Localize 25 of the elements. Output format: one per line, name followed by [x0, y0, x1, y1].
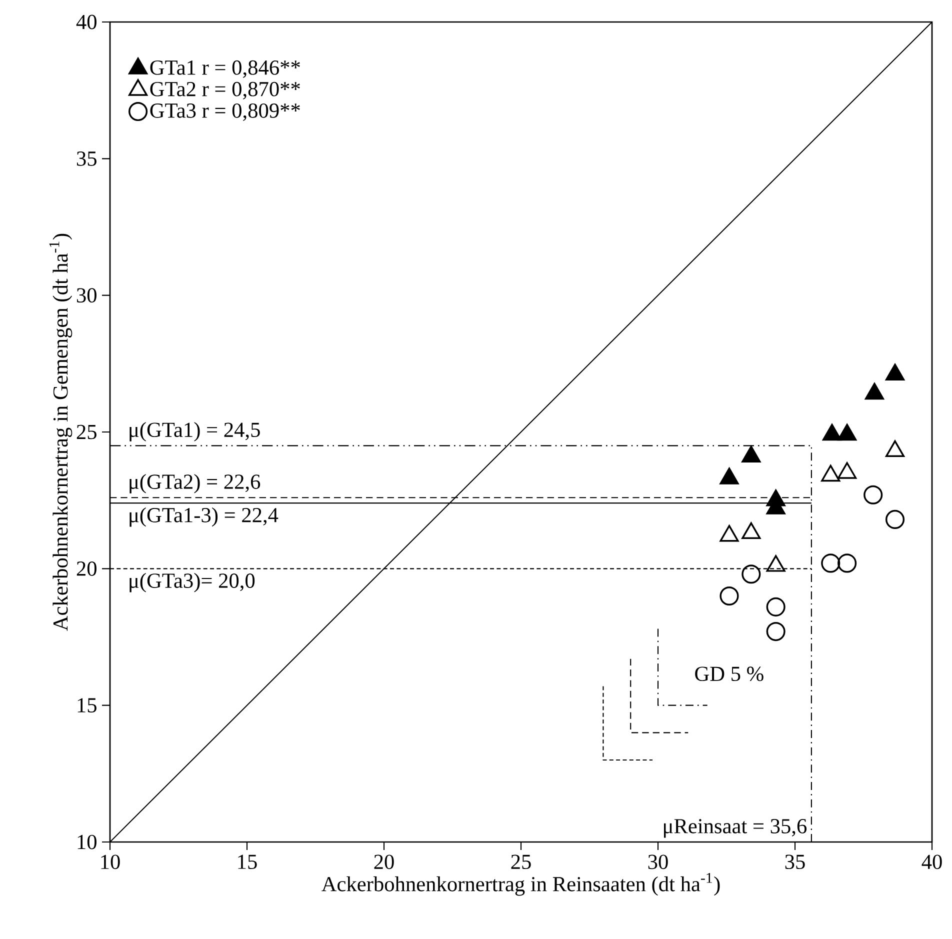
ref-line-label: μReinsaat = 35,6: [664, 819, 807, 838]
y-tick-label: 30: [76, 288, 96, 303]
x-tick-label: 20: [374, 854, 394, 870]
y-axis-title: Ackerbohnenkornertrag in Gemengen (dt ha$^{-1}$): [49, 234, 72, 631]
y-tick-label: 35: [76, 152, 96, 166]
y-tick-label: 25: [76, 424, 96, 440]
legend-label: GTa3 r = 0,809**: [150, 103, 300, 121]
x-tick-label: 15: [238, 854, 257, 870]
x-tick-label: 35: [785, 854, 805, 870]
ref-line-label: μ(GTa1-3) = 22,4: [130, 507, 278, 527]
legend-label: GTa2 r = 0,870**: [150, 82, 300, 100]
ref-line-label: μ(GTa1) = 24,5: [130, 422, 260, 442]
x-tick-label: 30: [648, 854, 668, 870]
legend-label: GTa1 r = 0,846**: [150, 60, 300, 78]
y-tick-label: 15: [78, 698, 96, 712]
y-tick-label: 20: [76, 561, 96, 576]
ref-line-label: μ(GTa3)= 20,0: [130, 572, 255, 592]
ref-line-label: μ(GTa2) = 22,6: [130, 474, 260, 494]
annotation: GD 5 %: [695, 666, 764, 682]
y-tick-label: 10: [78, 834, 96, 850]
x-tick-label: 10: [101, 854, 120, 870]
x-tick-label: 40: [922, 854, 942, 870]
x-axis-title: Ackerbohnenkornertrag in Reinsaaten (dt ha$^{-1}$): [322, 872, 720, 896]
x-tick-label: 25: [511, 854, 531, 870]
y-tick-label: 40: [76, 14, 96, 30]
